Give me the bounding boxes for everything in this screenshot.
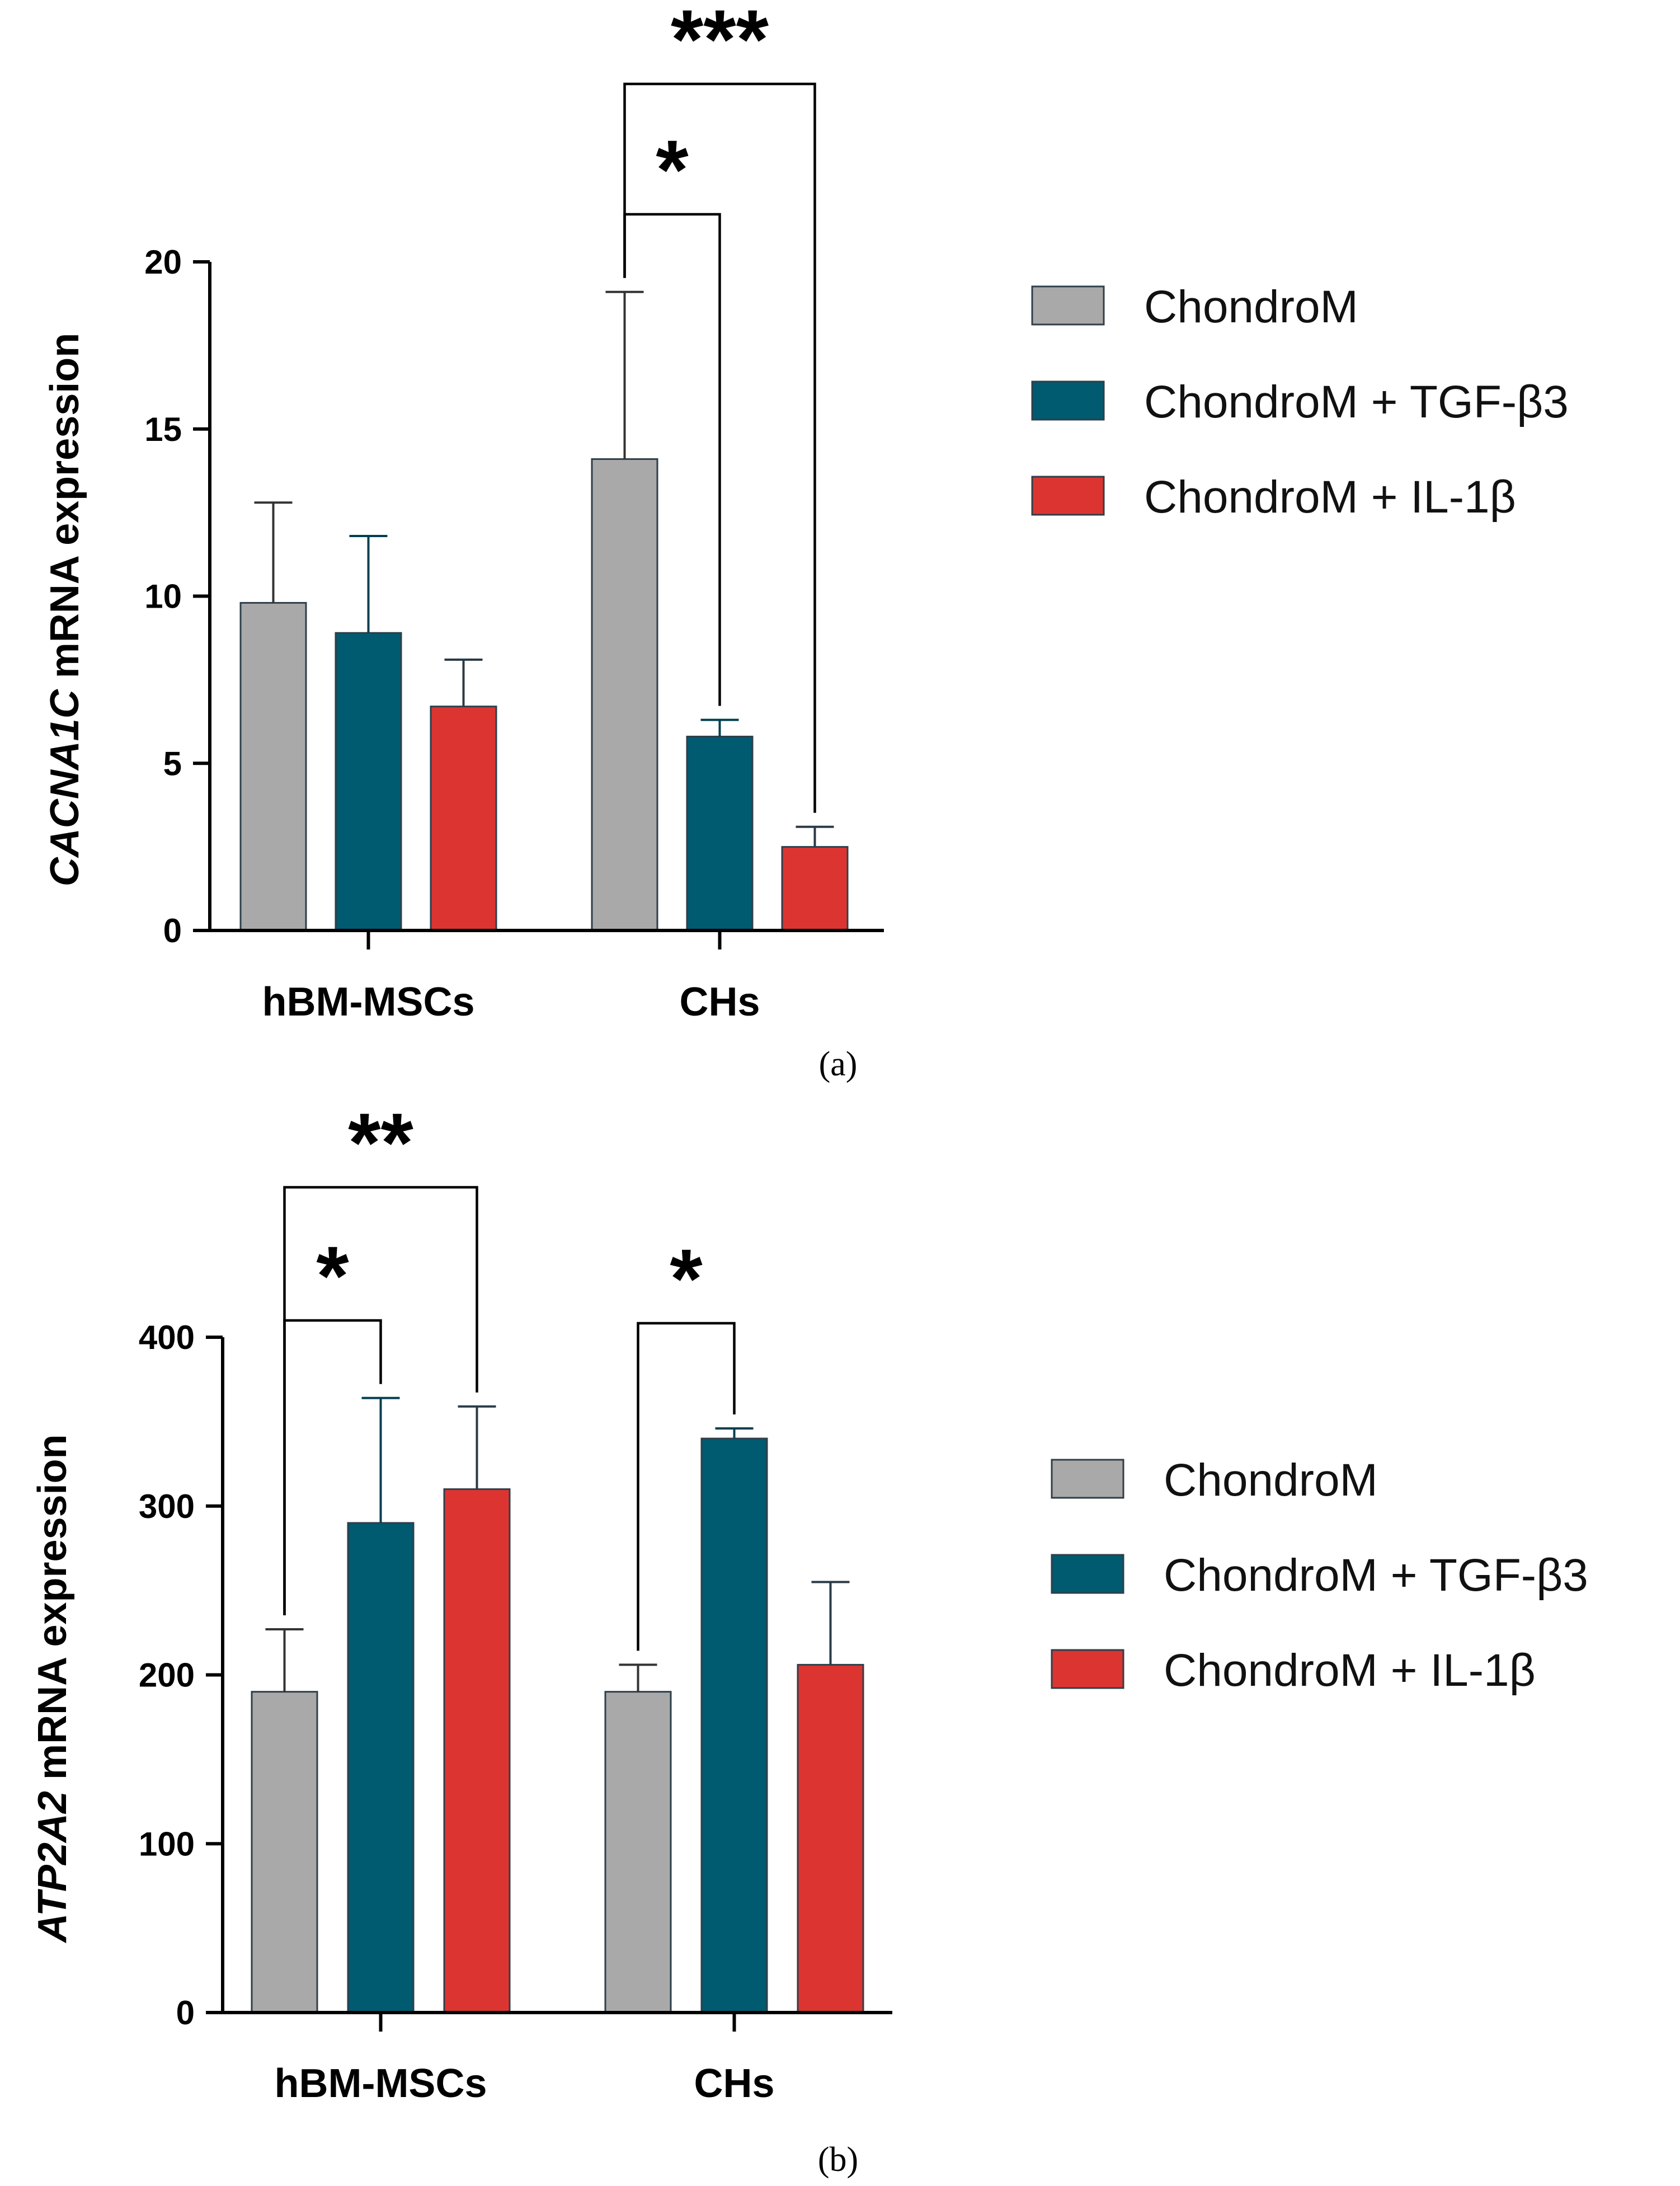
legend-swatch xyxy=(1051,1554,1124,1594)
legend-swatch xyxy=(1031,380,1105,421)
legend-label: ChondroM xyxy=(1164,1455,1378,1506)
bar-hbm-mscs-3 xyxy=(430,706,497,932)
bar-hbm-mscs-3 xyxy=(443,1488,511,2014)
y-tick-label: 20 xyxy=(144,243,182,281)
bar-hbm-mscs-2 xyxy=(335,632,402,932)
y-tick-label: 15 xyxy=(144,411,182,448)
x-category-label: hBM-MSCs xyxy=(275,2061,487,2106)
y-tick-label: 10 xyxy=(144,578,182,615)
y-axis-label: ATP2A2 mRNA expression xyxy=(30,1434,75,1943)
y-tick-label: 100 xyxy=(139,1825,195,1863)
bar-hbm-mscs-1 xyxy=(239,601,307,932)
y-tick-label: 300 xyxy=(139,1488,195,1525)
legend-label: ChondroM + IL-1β xyxy=(1164,1645,1536,1696)
significance-bracket xyxy=(637,1322,736,1651)
significance-label: * xyxy=(316,1229,349,1323)
significance-label: *** xyxy=(671,0,769,86)
bar-chs-3 xyxy=(781,846,849,932)
y-tick-label: 200 xyxy=(139,1657,195,1694)
panel-tag: (a) xyxy=(819,1045,858,1083)
panel-a-chart: 0 5 10 15 20 hBM-MSCs CHs CACNA1C mRNA expressi… xyxy=(43,0,1569,1083)
legend-swatch xyxy=(1031,476,1105,516)
panel-b-chart: 0 100 200 300 400 hBM-MSCs CHs ATP2A2 mRNA expr… xyxy=(30,1096,1588,2179)
significance-bracket xyxy=(623,82,816,813)
y-tick-label: 5 xyxy=(163,745,182,782)
bar-chs-2 xyxy=(686,735,754,932)
significance-label: * xyxy=(670,1231,703,1325)
bar-chs-3 xyxy=(797,1663,864,2014)
y-axis-label-gene: CACNA1C xyxy=(43,689,87,886)
bar-chs-1 xyxy=(604,1691,672,2014)
bar-hbm-mscs-1 xyxy=(251,1691,318,2014)
x-category-label: CHs xyxy=(694,2061,774,2106)
legend-swatch xyxy=(1031,285,1105,326)
y-tick-label: 0 xyxy=(163,912,182,949)
bar-chs-2 xyxy=(700,1437,768,2014)
y-axis-label: CACNA1C mRNA expression xyxy=(43,333,87,887)
y-axis-label-rest: mRNA expression xyxy=(30,1434,75,1791)
panel-tag: (b) xyxy=(818,2141,858,2179)
y-tick-label: 0 xyxy=(176,1994,195,2032)
x-category-label: CHs xyxy=(679,980,760,1024)
x-category-label: hBM-MSCs xyxy=(262,980,475,1024)
legend-label: ChondroM + TGF-β3 xyxy=(1164,1550,1588,1601)
bar-chs-1 xyxy=(591,458,658,932)
y-axis-label-rest: mRNA expression xyxy=(43,333,87,690)
significance-label: ** xyxy=(348,1096,413,1190)
legend-label: ChondroM xyxy=(1144,281,1358,332)
significance-label: * xyxy=(656,123,689,217)
legend-label: ChondroM + IL-1β xyxy=(1144,472,1516,523)
y-tick-label: 400 xyxy=(139,1319,195,1356)
legend-label: ChondroM + TGF-β3 xyxy=(1144,377,1569,427)
y-axis-label-gene: ATP2A2 xyxy=(30,1791,75,1944)
legend-swatch xyxy=(1051,1459,1124,1499)
significance-bracket xyxy=(283,1186,478,1616)
legend-swatch xyxy=(1051,1649,1124,1689)
bar-hbm-mscs-2 xyxy=(347,1522,415,2014)
